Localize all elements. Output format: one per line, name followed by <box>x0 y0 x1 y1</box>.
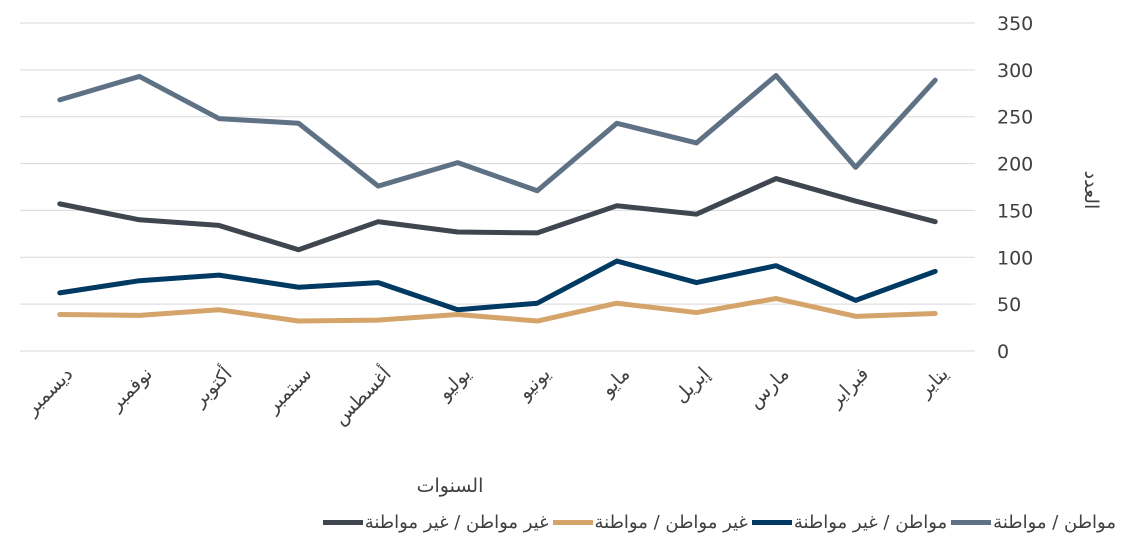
legend-label: غير مواطن / مواطنة <box>594 512 748 533</box>
y-tick-label: 300 <box>997 60 1033 82</box>
legend-label: غير مواطن / غير مواطنة <box>364 512 549 533</box>
legend-label: مواطن / غير مواطنة <box>793 512 948 533</box>
legend-swatch <box>751 520 792 525</box>
legend-swatch <box>552 520 593 525</box>
legend-item: مواطن / غير مواطنة <box>751 512 948 533</box>
y-tick-label: 150 <box>997 200 1033 222</box>
series-line <box>57 72 938 194</box>
legend: مواطن / مواطنة مواطن / غير مواطنة غير مواط… <box>0 512 1122 533</box>
x-axis-label: السنوات <box>417 475 484 497</box>
series-line <box>57 176 938 253</box>
legend-item: غير مواطن / غير مواطنة <box>322 512 549 533</box>
y-tick-label: 100 <box>997 247 1033 269</box>
x-tick-label: فبراير <box>824 363 873 412</box>
x-tick-label: أكتوبر <box>187 362 237 412</box>
x-tick-label: أغسطس <box>328 362 396 430</box>
legend-item: غير مواطن / مواطنة <box>552 512 748 533</box>
y-tick-label: 350 <box>997 13 1033 35</box>
x-tick-label: يوليو <box>433 363 475 405</box>
y-tick-label: 250 <box>997 107 1033 129</box>
y-tick-label: 0 <box>997 341 1009 363</box>
y-tick-label: 200 <box>997 154 1033 176</box>
y-tick-label: 50 <box>997 294 1021 316</box>
x-tick-label: إبريل <box>670 363 715 408</box>
x-tick-label: يونيو <box>513 363 555 405</box>
x-tick-label: مايو <box>596 363 634 401</box>
legend-swatch <box>322 520 363 525</box>
legend-item: مواطن / مواطنة <box>951 512 1116 533</box>
x-tick-label: سبتمبر <box>261 363 316 418</box>
x-tick-label: نوفمبر <box>104 363 157 416</box>
legend-label: مواطن / مواطنة <box>993 512 1116 533</box>
x-tick-label: يناير <box>913 363 952 402</box>
chart: السنوات العدد 0 50 100 150 200 250 300 350 يناير… <box>20 13 1102 497</box>
y-axis-label: العدد <box>1080 171 1102 210</box>
legend-swatch <box>951 520 992 525</box>
series-line <box>57 258 938 313</box>
series-line <box>57 296 938 324</box>
x-tick-label: ديسمبر <box>20 363 77 420</box>
x-tick-label: مارس <box>744 363 794 413</box>
